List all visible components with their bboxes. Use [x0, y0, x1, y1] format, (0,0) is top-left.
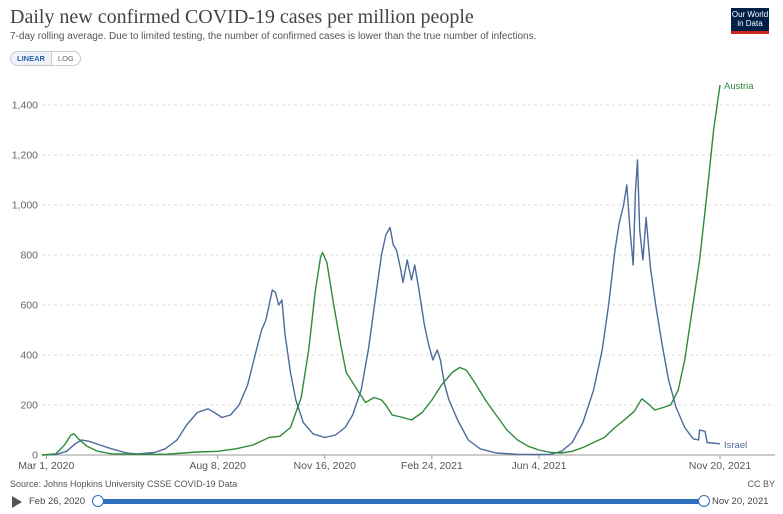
y-tick-label: 1,200 — [12, 150, 38, 162]
play-icon[interactable] — [12, 496, 22, 508]
line-chart: 0 200 400 600 800 1,000 1,200 1,400 Mar 1, 2020… — [12, 81, 775, 472]
y-tick-label: 1,000 — [12, 200, 38, 212]
y-tick-label: 200 — [20, 400, 38, 412]
timeline-end-handle[interactable] — [698, 495, 710, 507]
timeline-slider: Feb 26, 2020 Nov 20, 2021 — [0, 491, 783, 513]
owid-logo[interactable]: Our World in Data — [731, 8, 769, 34]
x-tick-label: Nov 20, 2021 — [689, 460, 752, 472]
log-scale-button[interactable]: LOG — [57, 54, 74, 63]
series-labels: Israel Austria — [724, 81, 754, 451]
x-axis-ticks: Mar 1, 2020 Aug 8, 2020 Nov 16, 2020 Feb 24… — [18, 455, 751, 472]
source-note[interactable]: Source: Johns Hopkins University CSSE CO… — [10, 479, 238, 489]
y-axis-ticks: 0 200 400 600 800 1,000 1,200 1,400 — [12, 100, 38, 462]
series-lines — [41, 84, 721, 456]
y-tick-label: 0 — [32, 450, 38, 462]
linear-scale-button[interactable]: LINEAR — [11, 52, 52, 65]
series-line-austria[interactable] — [41, 84, 721, 456]
x-tick-label: Nov 16, 2020 — [294, 460, 357, 472]
scale-toggle: LINEAR LOG — [10, 51, 81, 66]
y-tick-label: 1,400 — [12, 100, 38, 112]
x-tick-label: Mar 1, 2020 — [18, 460, 74, 472]
series-label-austria[interactable]: Austria — [724, 81, 754, 92]
y-tick-label: 600 — [20, 300, 38, 312]
timeline-start-handle[interactable] — [92, 495, 104, 507]
chart-subtitle: 7-day rolling average. Due to limited te… — [10, 31, 537, 42]
series-line-israel[interactable] — [41, 159, 721, 456]
logo-line-1: Our World — [731, 10, 769, 19]
license-label[interactable]: CC BY — [747, 479, 775, 489]
logo-line-2: in Data — [737, 19, 763, 28]
timeline-track[interactable] — [97, 499, 703, 504]
chart-title: Daily new confirmed COVID-19 cases per m… — [10, 6, 474, 28]
y-tick-label: 400 — [20, 350, 38, 362]
x-tick-label: Feb 24, 2021 — [401, 460, 463, 472]
x-tick-label: Jun 4, 2021 — [512, 460, 567, 472]
x-tick-label: Aug 8, 2020 — [189, 460, 246, 472]
series-label-israel[interactable]: Israel — [724, 440, 747, 451]
y-tick-label: 800 — [20, 250, 38, 262]
grid-lines — [42, 104, 775, 456]
timeline-end-label: Nov 20, 2021 — [712, 496, 769, 507]
timeline-start-label: Feb 26, 2020 — [29, 496, 85, 507]
